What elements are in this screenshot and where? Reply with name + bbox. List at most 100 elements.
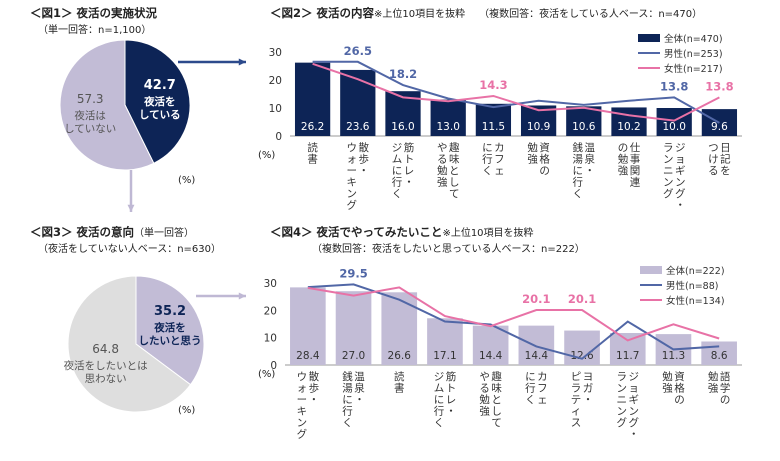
fig2-bar-label-7: 10.2 (617, 121, 640, 133)
fig4-category-char: て (491, 417, 502, 429)
fig4-bar-label-8: 11.3 (662, 350, 685, 362)
fig4-title-wrap: ＜図4＞ 夜活でやってみたいこと※上位10項目を抜粋 (270, 224, 534, 240)
fig4-category-char: 行 (434, 405, 445, 418)
fig4-line-female (307, 286, 720, 342)
fig2-category-char: く (392, 188, 403, 200)
fig2-bar-8 (656, 108, 692, 136)
fig2-category-char: ギ (675, 165, 686, 177)
fig2-category-char: フ (494, 154, 505, 166)
fig1-value-1: 57.3 (77, 92, 104, 106)
fig3-value-1: 64.8 (92, 342, 119, 356)
fig2-category-char: 格 (539, 153, 550, 166)
fig2-category-char: 味 (449, 154, 460, 166)
fig4-category-char: ラ (617, 371, 628, 383)
fig4-category-char: フ (537, 383, 548, 395)
fig4-category-char: ィ (571, 406, 582, 418)
fig2-line-female (312, 62, 720, 122)
fig2-category-char: ョ (675, 154, 686, 166)
fig3-label-1-1: 思わない (85, 373, 127, 385)
fig4-category-char: に (342, 394, 353, 406)
fig2-legend-swatch-0 (638, 34, 660, 42)
fig1-value-0: 42.7 (144, 78, 176, 93)
fig4-category-char: ー (297, 394, 308, 406)
fig4-category-char: ョ (629, 383, 640, 395)
fig2-bar-label-8: 10.0 (663, 121, 686, 133)
fig2-pct-unit: (%) (258, 150, 276, 161)
fig4-title: ＜図4＞ 夜活でやってみたいこと (270, 225, 443, 239)
fig2-bar-3 (430, 99, 466, 136)
fig4-category-char: 歩 (309, 382, 320, 395)
fig4-category-char: 趣 (491, 370, 502, 383)
fig4-bar-label-3: 17.1 (433, 350, 456, 362)
fig4-category-char: し (491, 406, 502, 418)
fig2-category-char: と (449, 165, 460, 177)
fig2-bar-label-1: 23.6 (346, 121, 370, 133)
fig4-bar-1 (335, 291, 372, 365)
fig4-category-char: グ (617, 416, 628, 429)
fig2-category-char: に (573, 165, 584, 177)
fig4-bar-label-7: 11.7 (616, 350, 639, 362)
fig2-category-char: グ (347, 199, 358, 212)
fig2-category-char: に (482, 142, 493, 154)
fig2-category-char: ム (392, 154, 403, 166)
fig2-bar-7 (611, 107, 647, 136)
fig3-title-note: （単一回答） (134, 228, 195, 239)
fig2-category-char: る (437, 154, 448, 166)
fig2-bar-6 (566, 106, 602, 136)
fig2-category-char: ・ (675, 200, 686, 212)
fig4-category-char: ・ (354, 394, 365, 406)
fig4-category-char: に (434, 394, 445, 406)
fig2-category-char: ー (347, 165, 358, 177)
fig2-category-char: 勉 (527, 141, 538, 154)
fig2-category-char: 湯 (573, 154, 584, 166)
fig2-category-char: 勉 (618, 153, 629, 166)
fig2-category-char: ニ (663, 165, 674, 177)
fig3-slice-0 (135, 275, 205, 386)
fig4-category-char: 勉 (662, 370, 673, 383)
fig2-category-char: ジ (675, 142, 686, 154)
fig4-category-char: ・ (583, 394, 594, 406)
fig4-category-char: ジ (434, 371, 445, 383)
fig4-point-label-2: 20.1 (568, 292, 596, 306)
fig4-category-char: ニ (617, 394, 628, 406)
fig2-category-char: る (708, 165, 719, 177)
fig4-bar-label-1: 27.0 (342, 350, 365, 362)
fig4-category-char: ラ (571, 383, 582, 395)
fig2-legend-label-1: 男性(n=253) (664, 48, 723, 60)
fig4-point-label-0: 29.5 (339, 266, 367, 280)
fig2-category-char: キ (347, 177, 358, 189)
fig4-category-char: ス (571, 417, 582, 429)
fig2-category-char: 温 (585, 142, 596, 154)
fig4-category-char: や (479, 371, 490, 383)
fig4-category-char: ・ (309, 394, 320, 406)
fig2-category-char: ト (404, 154, 415, 166)
fig2-category-char: 連 (630, 176, 641, 189)
fig4-category-char: 泉 (354, 382, 365, 395)
fig2-category-char: を (720, 165, 731, 177)
fig2-category-char: や (437, 142, 448, 154)
fig4-category-char: 学 (720, 382, 731, 395)
fig2-point-label-1: 18.2 (389, 67, 417, 81)
fig1-slice-0 (124, 39, 191, 164)
fig4-category-char: く (434, 417, 445, 429)
fig4-category-char: ォ (297, 383, 308, 395)
fig4-category-char: ン (617, 383, 628, 395)
fig4-ytick-30: 30 (264, 278, 277, 290)
fig4-category-char: 勉 (708, 370, 719, 383)
fig2-category-char: 資 (539, 142, 550, 154)
fig4-legend-label-1: 男性(n=88) (666, 280, 718, 292)
fig2-category-char: 筋 (404, 141, 415, 154)
fig4-category-char: 湯 (342, 383, 353, 395)
fig4-pct-unit: (%) (258, 369, 276, 380)
fig3-title: ＜図3＞ 夜活の意向 (30, 225, 135, 239)
